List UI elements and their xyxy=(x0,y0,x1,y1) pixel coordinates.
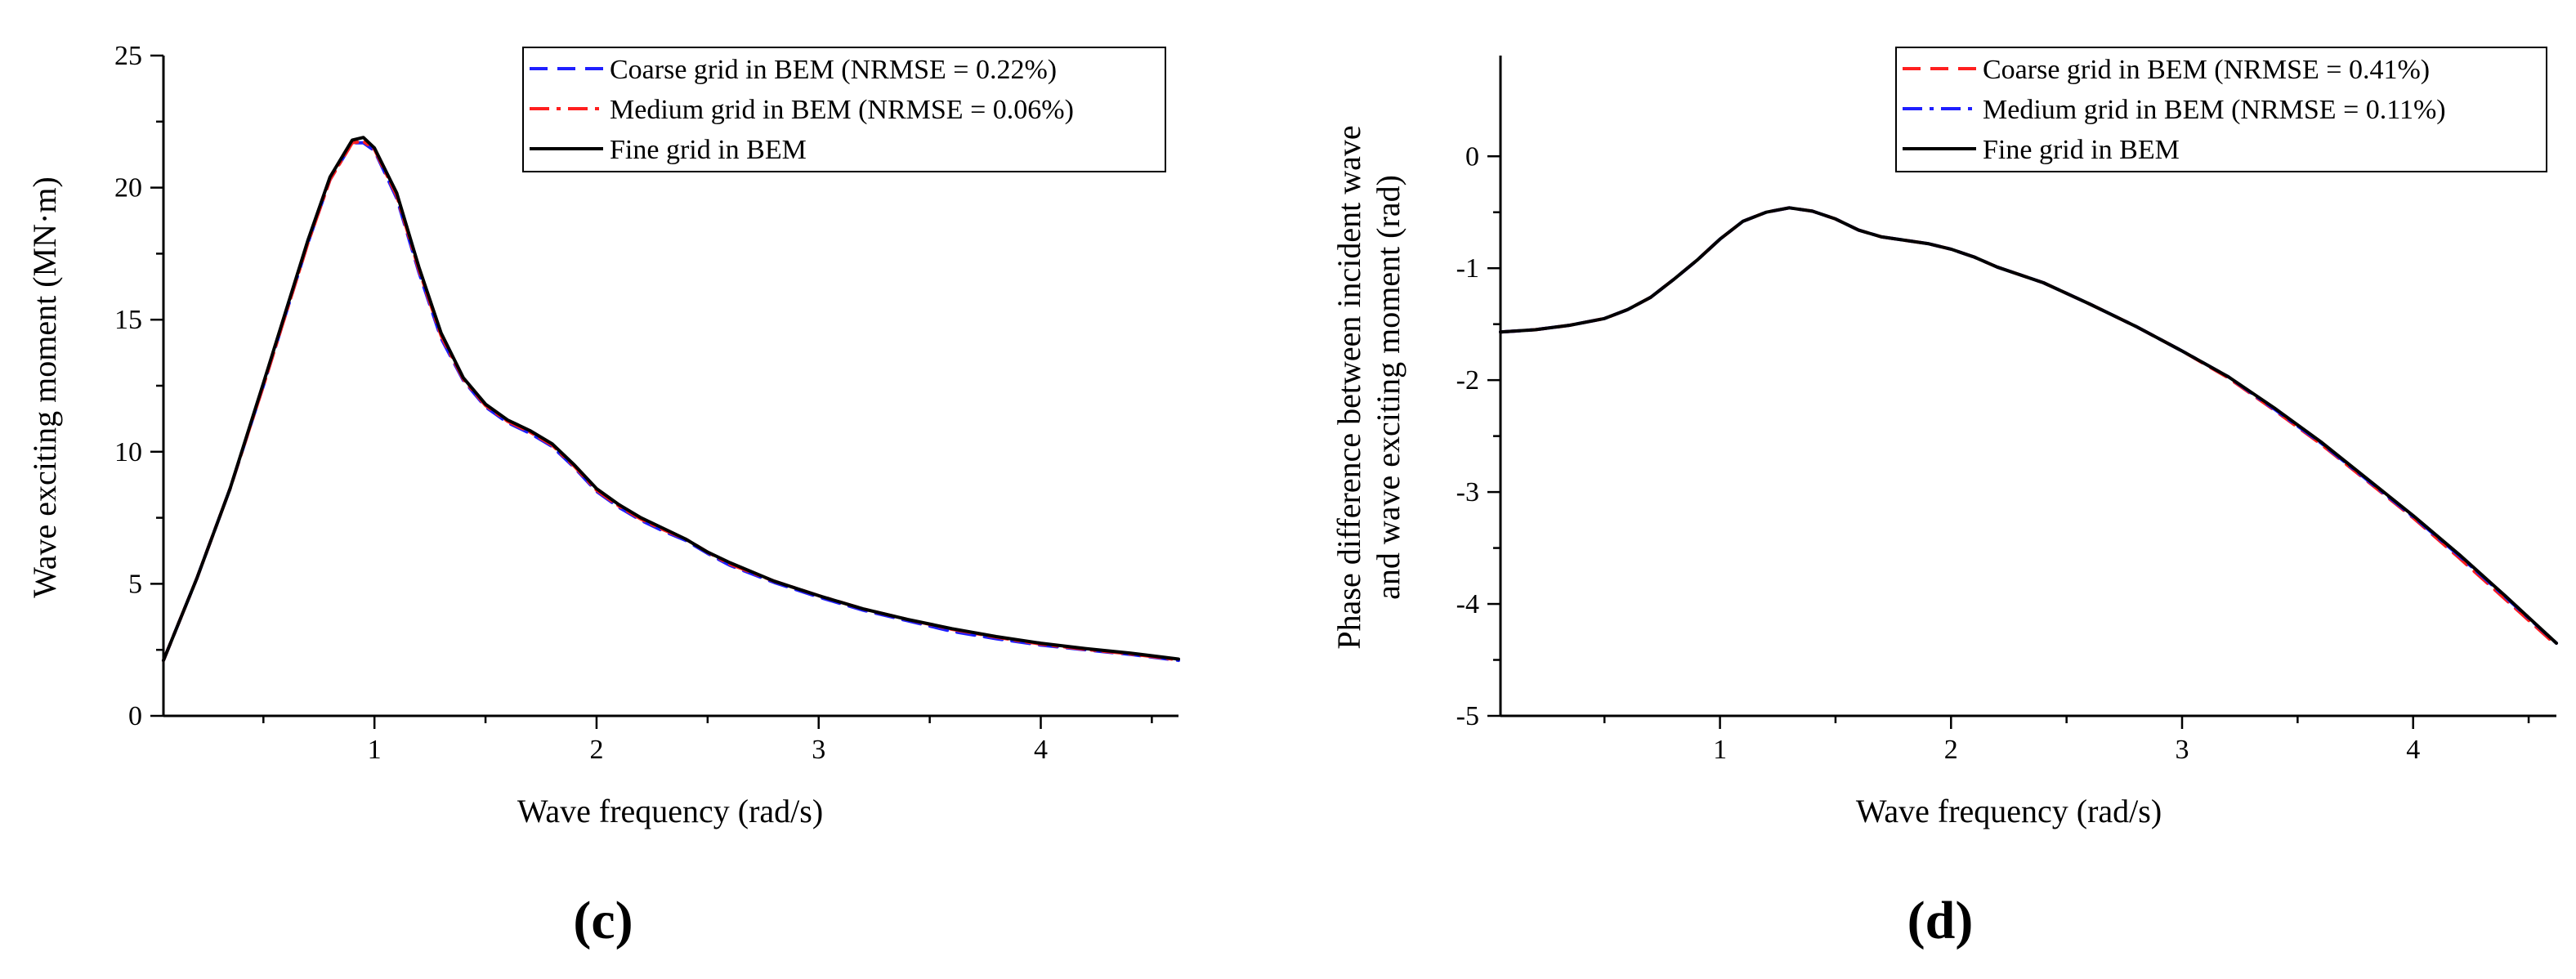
panel-c-x-tick-label: 1 xyxy=(368,735,382,765)
panel-d-legend-label-fine: Fine grid in BEM xyxy=(1983,135,2180,165)
panel-d-y-tick-label: -3 xyxy=(1456,477,1479,507)
panel-d-series-group xyxy=(1499,206,2558,647)
panel-c-chart: 1 2 3 4 0 5 10 15 20 25 Wave frequency (rad/s) Wa… xyxy=(26,41,1180,950)
panel-d-x-tick-label: 3 xyxy=(2176,735,2189,765)
panel-c-legend-label-fine: Fine grid in BEM xyxy=(610,135,807,165)
panel-c-y-axis-title: Wave exciting moment (MN·m) xyxy=(26,177,63,598)
panel-c-series-group xyxy=(162,136,1180,663)
panel-d-ticks: 1 2 3 4 0 -1 -2 -3 -4 -5 xyxy=(1456,141,2530,765)
panel-d-x-tick-label: 1 xyxy=(1713,735,1727,765)
panel-d-y-tick-label: 0 xyxy=(1465,141,1479,172)
panel-c-legend-box xyxy=(522,47,1166,172)
panel-d-x-axis-title: Wave frequency (rad/s) xyxy=(1856,793,2162,829)
panel-d-y-tick-label: -4 xyxy=(1456,589,1479,619)
panel-c-legend-label-medium: Medium grid in BEM (NRMSE = 0.06%) xyxy=(610,95,1074,125)
panel-d-y-tick-label: -1 xyxy=(1456,253,1479,284)
panel-d-legend-label-coarse: Coarse grid in BEM (NRMSE = 0.41%) xyxy=(1983,55,2430,85)
panel-d-y-axis-title-line2: and wave exciting moment (rad) xyxy=(1370,175,1407,600)
panel-c-ticks: 1 2 3 4 0 5 10 15 20 25 xyxy=(114,41,1153,765)
panel-c-legend-label-coarse: Coarse grid in BEM (NRMSE = 0.22%) xyxy=(610,55,1057,85)
panel-c-x-tick-label: 2 xyxy=(589,735,603,765)
panel-c-y-tick-label: 15 xyxy=(114,305,142,335)
panel-c-y-tick-label: 10 xyxy=(114,437,142,467)
panel-d-x-tick-label: 4 xyxy=(2406,735,2420,765)
panel-c-y-tick-label: 0 xyxy=(128,701,142,731)
panel-d-chart: 1 2 3 4 0 -1 -2 -3 -4 -5 Wave frequency (rad/s) P… xyxy=(1330,47,2558,950)
panel-d-series-medium-line xyxy=(1499,206,2558,645)
panel-d-y-tick-label: -2 xyxy=(1456,365,1479,396)
panel-c-y-tick-label: 5 xyxy=(128,569,142,599)
panel-d-y-tick-label: -5 xyxy=(1456,701,1479,731)
panel-c-x-tick-label: 3 xyxy=(812,735,825,765)
panel-c-x-axis-title: Wave frequency (rad/s) xyxy=(517,793,823,829)
panel-d-series-fine-line xyxy=(1499,206,2558,645)
panel-c-y-tick-label: 25 xyxy=(114,41,142,71)
panel-c-series-fine-line xyxy=(162,136,1180,663)
panel-d-y-axis-title-line1: Phase difference between incident wave xyxy=(1330,125,1367,649)
panel-d-axes xyxy=(1499,56,2556,717)
panel-d-series-coarse-line xyxy=(1499,206,2558,647)
panel-d-legend-label-medium: Medium grid in BEM (NRMSE = 0.11%) xyxy=(1983,95,2446,125)
panel-d-x-tick-label: 2 xyxy=(1944,735,1958,765)
panel-d-legend: Coarse grid in BEM (NRMSE = 0.41%) Mediu… xyxy=(1895,47,2547,172)
panel-c-legend: Coarse grid in BEM (NRMSE = 0.22%) Mediu… xyxy=(522,47,1166,172)
panel-c-y-tick-label: 20 xyxy=(114,173,142,203)
panel-c-x-tick-label: 4 xyxy=(1034,735,1048,765)
panel-d-legend-box xyxy=(1895,47,2547,172)
panel-c-label: (c) xyxy=(573,891,633,950)
panel-d-label: (d) xyxy=(1907,891,1974,950)
